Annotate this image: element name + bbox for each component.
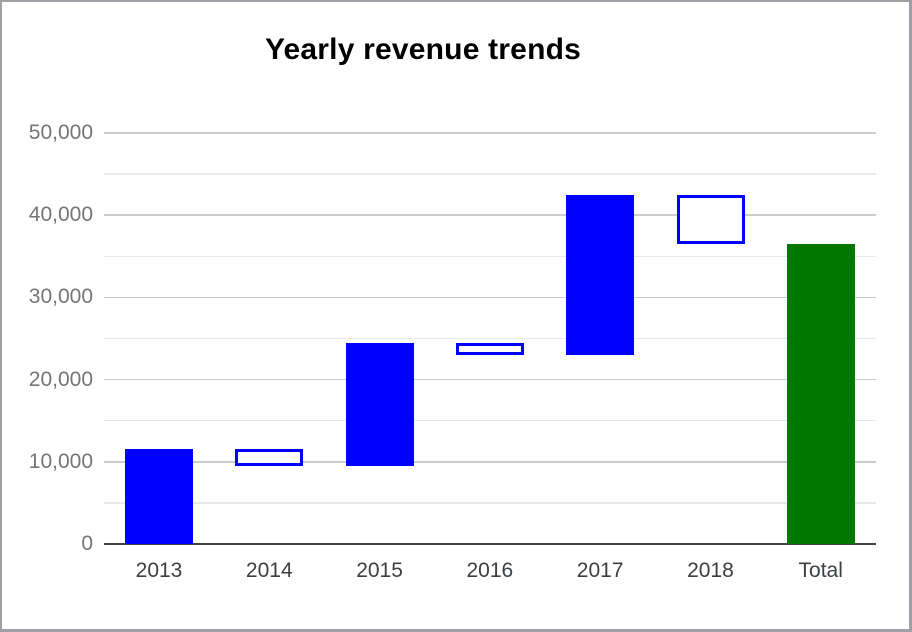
bar-2014[interactable] bbox=[235, 449, 304, 466]
bar-2017[interactable] bbox=[566, 194, 635, 355]
x-tick-label-2014: 2014 bbox=[245, 559, 293, 582]
minor-gridline bbox=[104, 337, 876, 340]
major-gridline bbox=[104, 296, 876, 299]
bar-2016[interactable] bbox=[456, 342, 524, 355]
minor-gridline bbox=[104, 173, 876, 175]
x-tick-label-total: Total bbox=[798, 559, 843, 582]
y-tick-label: 30,000 bbox=[28, 285, 93, 309]
y-axis-labels: 0 10,000 20,000 30,000 40,000 50,000 bbox=[2, 121, 93, 555]
chart-title: Yearly revenue trends bbox=[264, 33, 582, 66]
major-gridline bbox=[104, 378, 876, 381]
x-tick-label-2018: 2018 bbox=[687, 559, 734, 582]
x-tick-label-2016: 2016 bbox=[466, 559, 514, 582]
y-tick-label: 40,000 bbox=[28, 203, 93, 227]
y-tick-label: 0 bbox=[81, 532, 93, 555]
bar-2013[interactable] bbox=[125, 449, 194, 544]
y-tick-label: 20,000 bbox=[28, 367, 93, 391]
major-gridline bbox=[104, 214, 876, 216]
x-tick-label-2013: 2013 bbox=[135, 559, 183, 582]
minor-gridline bbox=[104, 255, 876, 258]
major-gridline bbox=[104, 132, 876, 134]
major-gridline bbox=[104, 461, 876, 463]
bar-2015[interactable] bbox=[345, 342, 414, 466]
x-tick-label-2015: 2015 bbox=[356, 559, 403, 582]
bar-2018[interactable] bbox=[676, 194, 745, 244]
minor-gridline bbox=[104, 502, 876, 504]
x-axis-line bbox=[104, 542, 876, 545]
y-tick-label: 50,000 bbox=[28, 121, 93, 144]
plot-area bbox=[104, 132, 876, 545]
bar-total[interactable] bbox=[786, 243, 855, 544]
minor-gridline bbox=[104, 419, 876, 422]
y-tick-label: 10,000 bbox=[28, 449, 93, 473]
x-axis-labels: 2013 2014 2015 2016 2017 2018 Total bbox=[104, 558, 876, 584]
x-tick-label-2017: 2017 bbox=[576, 559, 624, 582]
